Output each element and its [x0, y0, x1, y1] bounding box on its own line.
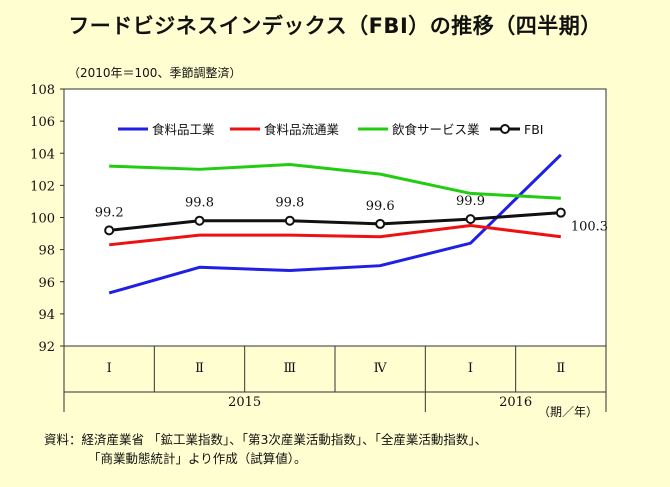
data-point — [104, 225, 115, 236]
y-tick-label: 108 — [30, 83, 55, 98]
data-point — [375, 218, 386, 229]
period-label: （期／年） — [538, 405, 598, 419]
legend-label: 食料品流通業 — [264, 122, 340, 137]
legend-label: FBI — [524, 122, 543, 137]
y-tick-label: 94 — [38, 308, 55, 323]
data-label: 100.3 — [571, 220, 608, 235]
chart-title: フードビジネスインデックス（FBI）の推移（四半期） — [68, 14, 602, 38]
source-line-1: 資料：経済産業省 「鉱工業指数」、「第3次産業活動指数」、「全産業活動指数」、 — [44, 432, 488, 447]
data-label: 99.6 — [366, 199, 395, 214]
legend-marker — [500, 124, 510, 134]
data-label: 99.8 — [275, 196, 304, 211]
data-point — [194, 215, 205, 226]
data-label: 99.9 — [456, 194, 485, 209]
y-tick-label: 100 — [30, 212, 55, 227]
data-point — [555, 207, 566, 218]
data-label: 99.2 — [95, 205, 124, 220]
x-tick-label: Ⅰ — [107, 361, 112, 376]
y-tick-label: 98 — [38, 244, 55, 259]
source-note: 資料：経済産業省 「鉱工業指数」、「第3次産業活動指数」、「全産業活動指数」、 … — [44, 430, 644, 468]
x-tick-label: Ⅰ — [468, 361, 473, 376]
x-tick-label: Ⅲ — [284, 361, 297, 376]
x-tick-label: Ⅱ — [195, 361, 204, 376]
y-tick-label: 102 — [30, 179, 55, 194]
y-tick-label: 106 — [30, 115, 55, 130]
plot-area — [63, 88, 607, 347]
series-line-食料品流通業 — [109, 224, 562, 247]
legend-label: 飲食サービス業 — [392, 122, 480, 137]
source-line-2: 「商業動態統計」より作成（試算値）。 — [88, 451, 307, 466]
year-label: 2016 — [499, 395, 532, 410]
data-label: 99.8 — [185, 196, 214, 211]
x-tick-label: Ⅱ — [556, 361, 565, 376]
y-tick-label: 92 — [38, 340, 55, 355]
data-point — [465, 214, 476, 225]
unit-note: （2010年＝100、季節調整済） — [68, 66, 242, 80]
series-line-FBI — [109, 211, 561, 232]
legend-label: 食料品工業 — [152, 122, 215, 137]
y-tick-label: 96 — [38, 276, 55, 291]
x-tick-label: Ⅳ — [374, 361, 388, 376]
data-point — [284, 215, 295, 226]
year-label: 2015 — [228, 395, 261, 410]
y-tick-label: 104 — [30, 147, 55, 162]
series-line-飲食サービス業 — [109, 162, 561, 200]
